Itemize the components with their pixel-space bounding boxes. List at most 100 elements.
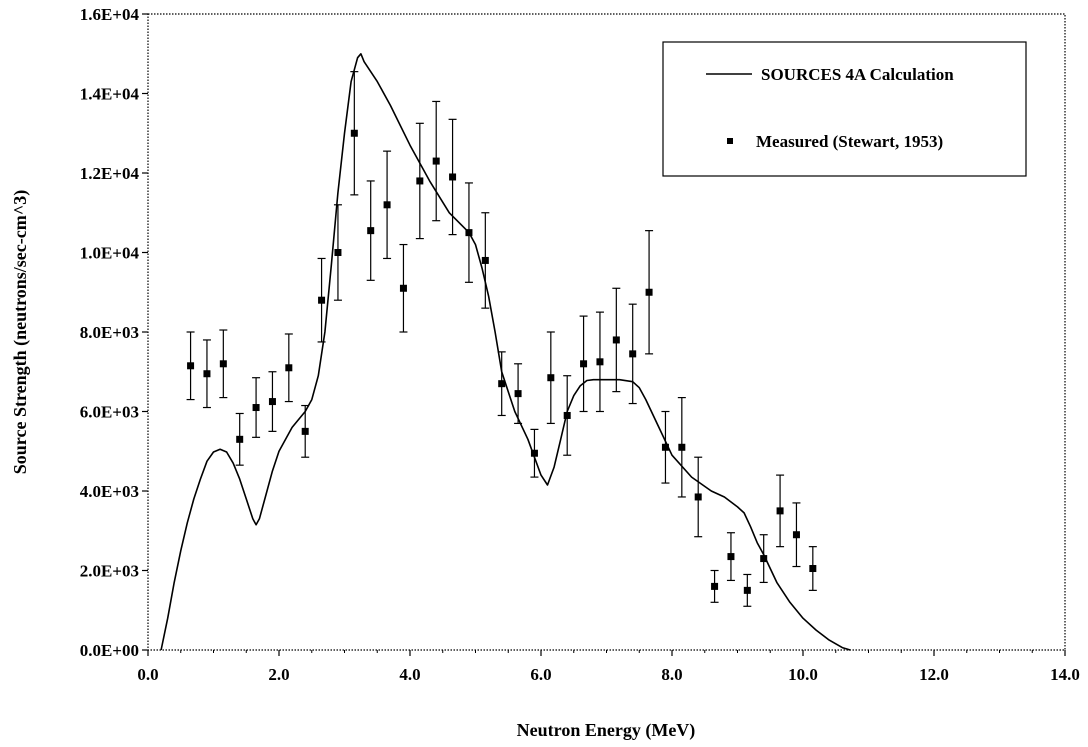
- measured-point: [612, 287, 621, 393]
- measured-point: [645, 230, 654, 355]
- axis-layer: 0.0E+00 2.0E+03 4.0E+03 6.0E+03 8.0E+03 1.0E+…: [80, 5, 1080, 684]
- measured-marker: [678, 443, 686, 451]
- measured-marker: [399, 284, 407, 292]
- measured-point: [497, 351, 506, 417]
- measured-marker: [661, 443, 669, 451]
- measured-marker: [416, 177, 424, 185]
- measured-marker: [498, 380, 506, 388]
- measured-marker: [367, 227, 375, 235]
- x-tick-label: 14.0: [1050, 665, 1080, 684]
- measured-marker: [727, 553, 735, 561]
- measured-point: [284, 333, 293, 403]
- measured-point: [563, 375, 572, 456]
- measured-point: [808, 546, 817, 591]
- measured-marker: [612, 336, 620, 344]
- measured-marker: [809, 565, 817, 573]
- measured-marker: [334, 249, 342, 256]
- measured-marker: [318, 296, 326, 304]
- measured-point: [677, 396, 686, 498]
- measured-point: [317, 257, 326, 343]
- measured-marker: [711, 582, 719, 590]
- measured-point: [415, 122, 424, 240]
- y-tick-label: 1.4E+04: [80, 85, 140, 104]
- measured-marker: [743, 586, 751, 594]
- measured-marker: [629, 350, 637, 358]
- measured-marker: [187, 362, 195, 370]
- x-tick-label: 6.0: [530, 665, 551, 684]
- measured-point: [514, 363, 523, 425]
- measured-point: [628, 303, 637, 405]
- points-layer: [186, 71, 817, 607]
- measured-point: [710, 569, 719, 603]
- y-tick-label: 8.0E+03: [80, 323, 139, 342]
- measured-marker: [792, 531, 800, 539]
- measured-point: [268, 371, 277, 432]
- measured-point: [759, 534, 768, 584]
- x-tick-label: 10.0: [788, 665, 818, 684]
- measured-point: [333, 204, 342, 301]
- measured-point: [219, 329, 228, 399]
- measured-marker: [645, 288, 653, 296]
- x-axis-title: Neutron Energy (MeV): [517, 720, 696, 741]
- measured-point: [186, 331, 195, 401]
- legend-box: [662, 41, 1027, 177]
- y-tick-label: 1.0E+04: [80, 244, 140, 263]
- measured-point: [350, 71, 359, 196]
- x-tick-label: 8.0: [661, 665, 682, 684]
- measured-point: [464, 182, 473, 283]
- measured-marker: [530, 449, 538, 457]
- y-tick-label: 2.0E+03: [80, 562, 139, 581]
- measured-marker: [432, 157, 440, 165]
- y-tick-label: 4.0E+03: [80, 482, 139, 501]
- calculation-curve: [160, 53, 851, 651]
- measured-point: [432, 100, 441, 222]
- measured-marker: [219, 360, 227, 368]
- x-tick-label: 0.0: [137, 665, 158, 684]
- y-tick-label: 0.0E+00: [80, 641, 139, 660]
- measured-point: [776, 474, 785, 548]
- measured-point: [743, 573, 752, 607]
- y-axis-title: Source Strength (neutrons/sec-cm^3): [10, 190, 31, 474]
- measured-marker: [383, 201, 391, 209]
- measured-point: [235, 412, 244, 466]
- measured-marker: [776, 507, 784, 515]
- measured-marker: [449, 173, 457, 181]
- measured-point: [694, 456, 703, 538]
- measured-point: [202, 339, 211, 409]
- measured-point: [301, 404, 310, 458]
- measured-point: [546, 331, 555, 425]
- measured-marker: [252, 404, 260, 412]
- x-tick-label: 12.0: [919, 665, 949, 684]
- measured-point: [481, 212, 490, 309]
- measured-marker: [481, 256, 489, 264]
- x-tick-label: 2.0: [268, 665, 289, 684]
- measured-point: [366, 180, 375, 281]
- measured-point: [595, 311, 604, 413]
- measured-marker: [596, 358, 604, 366]
- curve-layer: [160, 53, 851, 651]
- legend: SOURCES 4A Calculation Measured (Stewart…: [662, 41, 1027, 177]
- measured-marker: [236, 435, 244, 443]
- y-tick-label: 1.6E+04: [80, 5, 140, 24]
- measured-point: [399, 243, 408, 333]
- y-tick-label: 6.0E+03: [80, 403, 139, 422]
- measured-point: [792, 502, 801, 568]
- measured-marker: [760, 555, 768, 563]
- measured-marker: [268, 398, 276, 406]
- measured-marker: [580, 360, 588, 368]
- measured-marker: [301, 427, 309, 435]
- measured-point: [383, 150, 392, 260]
- x-tick-label: 4.0: [399, 665, 420, 684]
- y-tick-label: 1.2E+04: [80, 164, 140, 183]
- measured-point: [726, 532, 735, 582]
- legend-label-measured: Measured (Stewart, 1953): [756, 132, 943, 151]
- measured-marker: [514, 390, 522, 398]
- measured-marker: [465, 229, 473, 237]
- measured-marker: [285, 364, 293, 372]
- legend-marker-swatch: [727, 138, 733, 144]
- measured-point: [252, 377, 261, 438]
- measured-marker: [350, 129, 358, 137]
- measured-point: [661, 410, 670, 484]
